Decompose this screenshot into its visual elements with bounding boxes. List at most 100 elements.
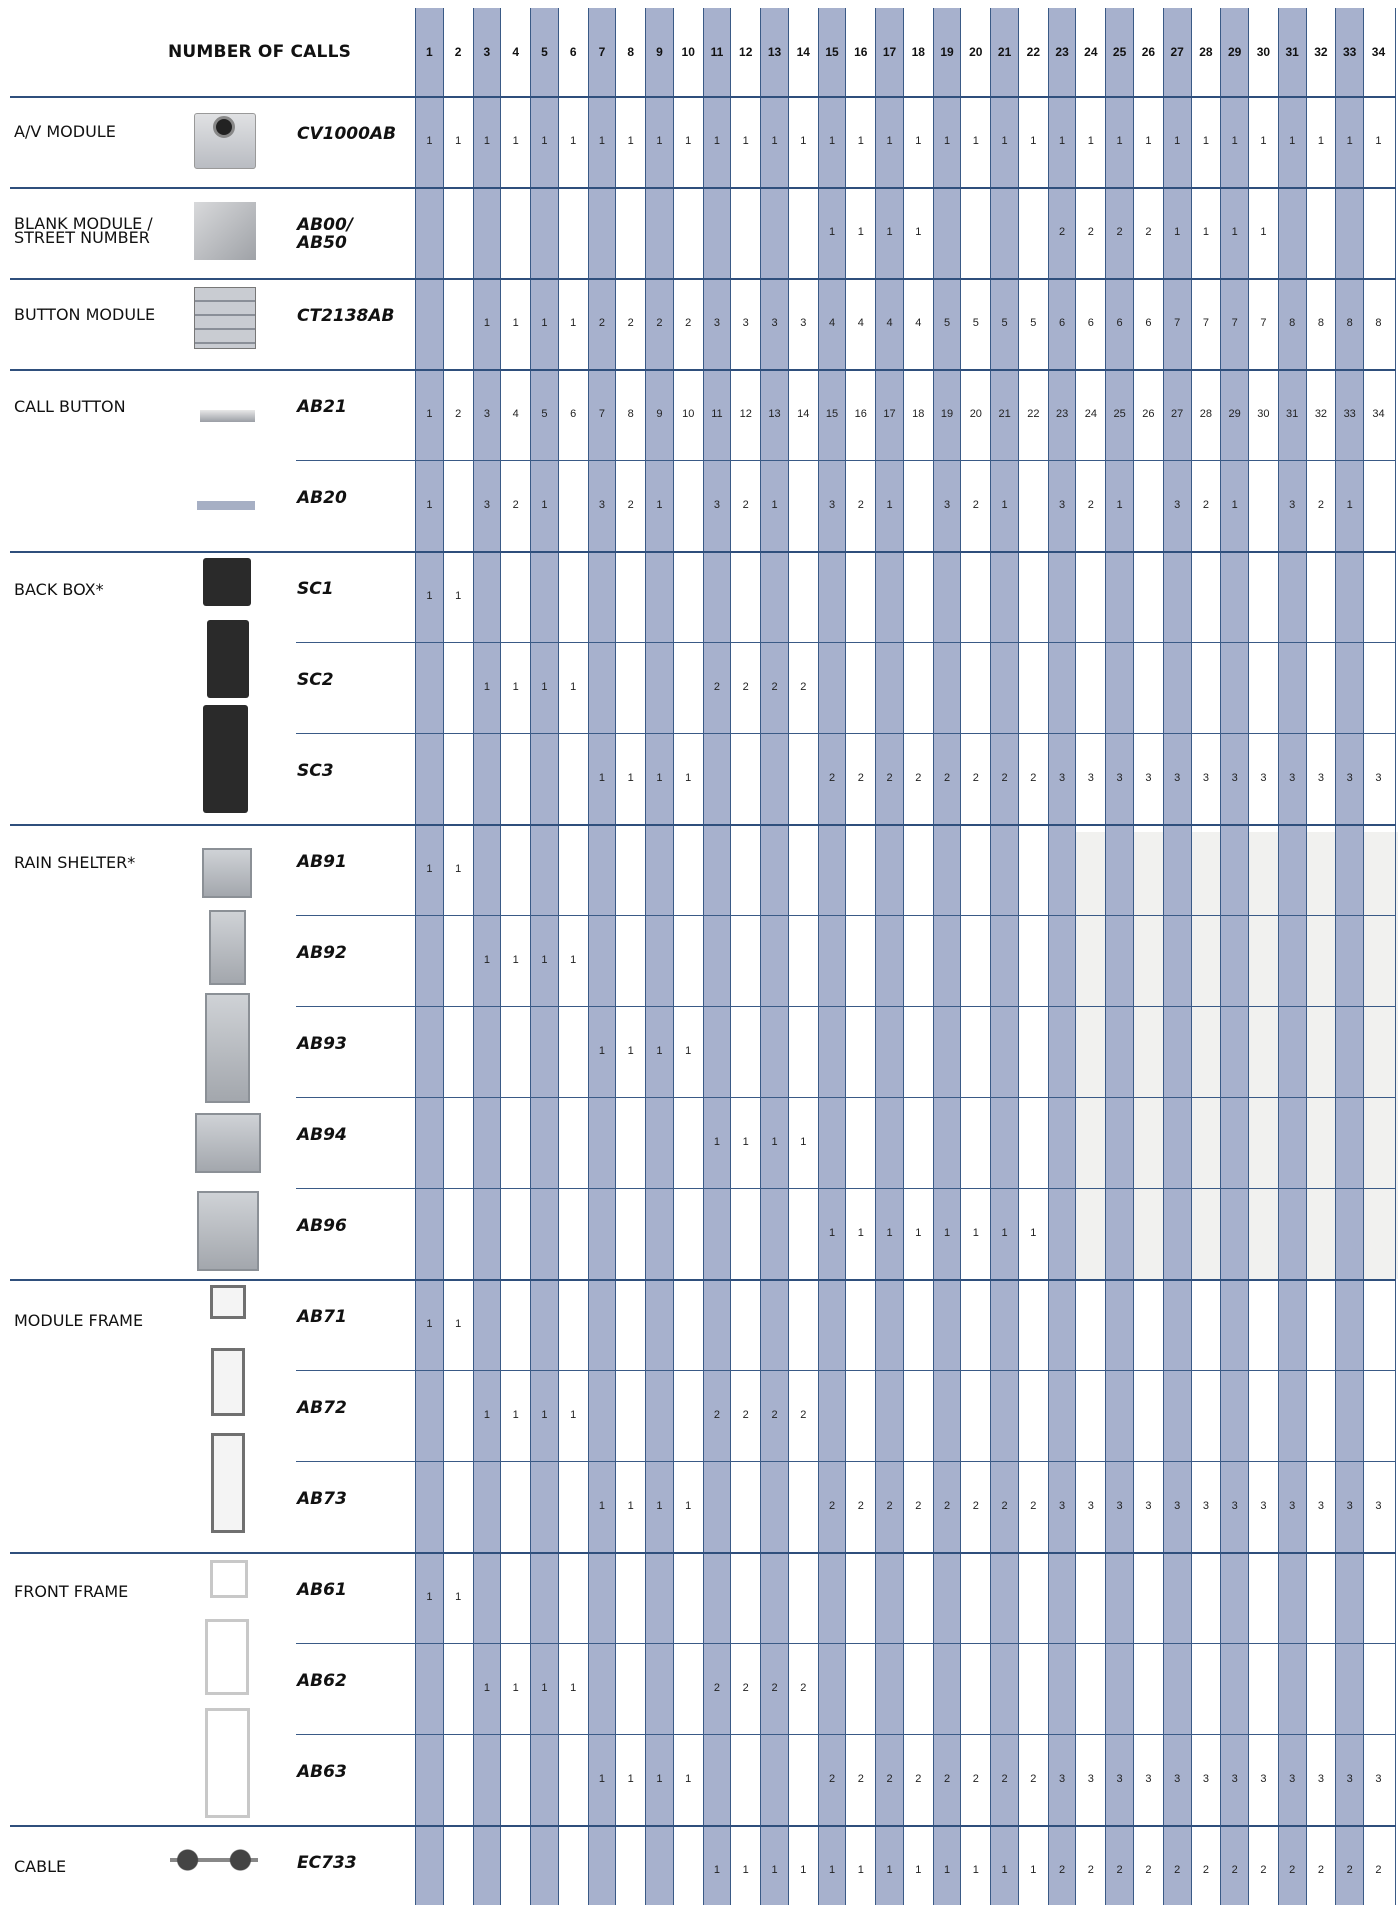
table-cell: 1: [1231, 498, 1238, 511]
row-divider: [296, 733, 1396, 734]
column-stripe: [875, 8, 904, 1905]
table-cell: 21: [998, 407, 1011, 420]
table-cell: 1: [426, 134, 433, 147]
table-cell: 3: [1375, 1772, 1382, 1785]
table-cell: 1: [685, 134, 692, 147]
table-cell: 1: [886, 134, 893, 147]
table-cell: 1: [972, 134, 979, 147]
table-cell: 3: [1145, 1772, 1152, 1785]
column-stripe: [760, 8, 789, 1905]
table-cell: 3: [742, 316, 749, 329]
column-stripe: [932, 8, 962, 1905]
row-divider: [296, 1188, 1396, 1189]
table-cell: 13: [768, 407, 781, 420]
table-cell: 32: [1314, 407, 1328, 420]
product-code: SC2: [297, 669, 334, 690]
table-cell: 2: [886, 1772, 893, 1785]
table-cell: 1: [857, 134, 864, 147]
table-cell: 24: [1084, 407, 1097, 420]
table-cell: 1: [1202, 134, 1209, 147]
table-cell: 5: [943, 316, 951, 329]
table-cell: 3: [1174, 498, 1181, 511]
table-cell: 2: [972, 498, 979, 511]
table-cell: 20: [969, 407, 982, 420]
table-cell: 6: [570, 407, 577, 420]
table-cell: 2: [943, 1772, 951, 1785]
table-cell: 1: [570, 1681, 577, 1694]
table-cell: 1: [426, 498, 433, 511]
table-cell: 1: [483, 1681, 490, 1694]
table-cell: 1: [541, 1681, 548, 1694]
table-cell: 2: [800, 680, 807, 693]
group-divider: [10, 278, 1396, 280]
group-label: FRONT FRAME: [14, 1582, 129, 1601]
table-cell: 5: [541, 407, 548, 420]
table-cell: 17: [883, 407, 896, 420]
table-cell: 2: [713, 680, 721, 693]
backbox-sc1-image: [203, 558, 251, 606]
table-cell: 1: [713, 1135, 721, 1148]
table-cell: 2: [1087, 498, 1094, 511]
column-number: 15: [825, 45, 839, 59]
product-code: AB00/ AB50: [297, 214, 353, 253]
table-cell: 1: [1174, 134, 1181, 147]
table-cell: 3: [1202, 1772, 1209, 1785]
table-cell: 3: [1145, 1499, 1152, 1512]
table-cell: 1: [483, 680, 490, 693]
table-cell: 2: [1145, 225, 1152, 238]
table-cell: 2: [828, 1772, 836, 1785]
table-cell: 1: [627, 771, 634, 784]
table-cell: 3: [943, 498, 951, 511]
column-number: 1: [426, 45, 433, 59]
table-cell: 3: [771, 316, 778, 329]
table-cell: 1: [483, 134, 490, 147]
table-cell: 3: [1289, 498, 1296, 511]
table-cell: 3: [1202, 1499, 1209, 1512]
column-number: 10: [681, 45, 695, 59]
table-cell: 1: [742, 134, 749, 147]
table-cell: 7: [1174, 316, 1181, 329]
table-cell: 3: [1317, 771, 1324, 784]
group-label: MODULE FRAME: [14, 1311, 144, 1330]
table-cell: 7: [1260, 316, 1267, 329]
table-cell: 1: [713, 1863, 721, 1876]
product-code: SC1: [297, 578, 334, 599]
product-code: AB91: [297, 851, 347, 872]
front-frame-ab63-image: [205, 1708, 250, 1818]
table-cell: 3: [1231, 1772, 1238, 1785]
table-cell: 2: [800, 1681, 807, 1694]
table-cell: 1: [828, 225, 836, 238]
row-divider: [296, 460, 1396, 461]
table-cell: 3: [1174, 1499, 1181, 1512]
column-stripe: [1220, 8, 1250, 1905]
backbox-sc2-image: [207, 620, 249, 698]
row-divider: [296, 1370, 1396, 1371]
product-code: SC3: [297, 760, 334, 781]
table-cell: 4: [857, 316, 864, 329]
table-cell: 2: [857, 1499, 864, 1512]
table-cell: 6: [1087, 316, 1094, 329]
table-cell: 2: [771, 1408, 778, 1421]
table-cell: 3: [1145, 771, 1152, 784]
group-divider: [10, 369, 1396, 371]
table-cell: 1: [483, 953, 490, 966]
row-divider: [296, 1734, 1396, 1735]
column-number: 6: [569, 45, 577, 59]
table-cell: 2: [1087, 225, 1094, 238]
table-cell: 2: [915, 1499, 922, 1512]
table-cell: 1: [915, 134, 922, 147]
table-cell: 3: [1087, 1772, 1094, 1785]
table-cell: 2: [1145, 1863, 1152, 1876]
table-cell: 12: [739, 407, 752, 420]
backbox-sc3-image: [203, 705, 248, 813]
table-cell: 1: [541, 1408, 548, 1421]
table-cell: 2: [886, 771, 893, 784]
table-cell: 1: [771, 498, 778, 511]
product-code: AB63: [297, 1761, 347, 1782]
rain-shelter-ab93-image: [205, 993, 250, 1103]
table-cell: 1: [426, 1317, 433, 1330]
column-stripe: [817, 8, 847, 1905]
column-number: 11: [710, 45, 724, 59]
table-cell: 2: [771, 680, 778, 693]
